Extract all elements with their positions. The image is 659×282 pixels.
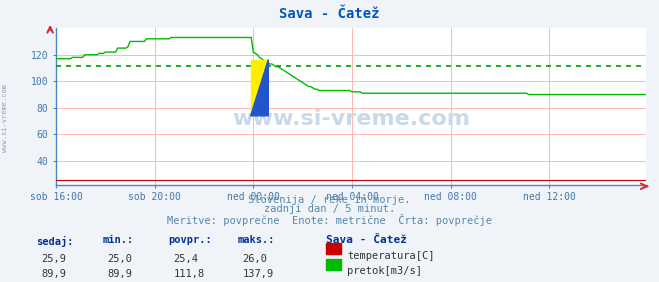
Text: Slovenija / reke in morje.: Slovenija / reke in morje. (248, 195, 411, 204)
Text: pretok[m3/s]: pretok[m3/s] (347, 266, 422, 276)
Text: 111,8: 111,8 (173, 269, 204, 279)
Text: Sava - Čatež: Sava - Čatež (326, 235, 407, 245)
Text: temperatura[C]: temperatura[C] (347, 251, 435, 261)
Text: Meritve: povprečne  Enote: metrične  Črta: povprečje: Meritve: povprečne Enote: metrične Črta:… (167, 214, 492, 226)
Text: 89,9: 89,9 (42, 269, 67, 279)
Text: 89,9: 89,9 (107, 269, 132, 279)
Text: 25,9: 25,9 (42, 254, 67, 264)
Text: 26,0: 26,0 (243, 254, 268, 264)
Text: 137,9: 137,9 (243, 269, 273, 279)
Text: povpr.:: povpr.: (168, 235, 212, 245)
Text: maks.:: maks.: (237, 235, 275, 245)
Text: 25,0: 25,0 (107, 254, 132, 264)
Text: www.si-vreme.com: www.si-vreme.com (232, 109, 470, 129)
Polygon shape (250, 60, 268, 116)
Polygon shape (250, 60, 268, 116)
Text: Sava - Čatež: Sava - Čatež (279, 7, 380, 21)
Text: sedaj:: sedaj: (36, 235, 74, 246)
Text: min.:: min.: (102, 235, 133, 245)
Text: zadnji dan / 5 minut.: zadnji dan / 5 minut. (264, 204, 395, 214)
Text: www.si-vreme.com: www.si-vreme.com (2, 84, 9, 153)
Text: 25,4: 25,4 (173, 254, 198, 264)
